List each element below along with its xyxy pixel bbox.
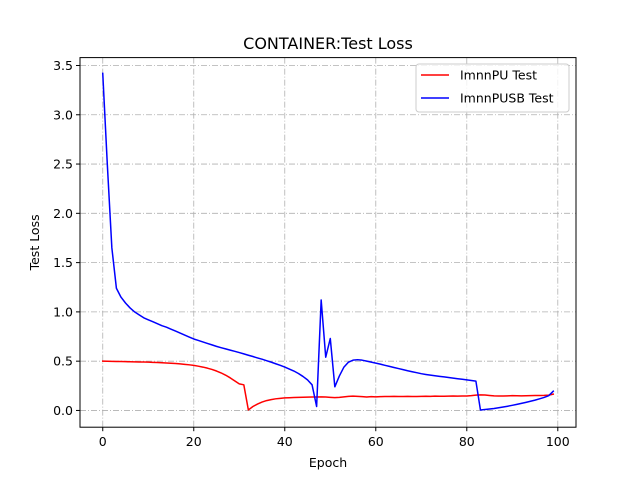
y-tick-label: 1.0 [53, 304, 73, 319]
x-axis-title: Epoch [309, 455, 347, 470]
plot-area-frame [79, 57, 577, 428]
y-axis-title: Test Loss [27, 214, 42, 271]
legend: ImnnPU Test ImnnPUSB Test [415, 63, 570, 113]
y-tick-label: 0.5 [53, 354, 73, 369]
y-tick-label: 3.5 [53, 58, 73, 73]
series-line-imnnpusb-test [101, 72, 555, 411]
x-tick-label: 80 [459, 434, 475, 449]
y-tick-label: 0.0 [53, 403, 73, 418]
x-tick-label: 100 [546, 434, 570, 449]
y-tick-label: 1.5 [53, 255, 73, 270]
series-line-imnnpu-test [101, 360, 555, 411]
x-tick-label: 40 [277, 434, 293, 449]
x-axis: 0 20 40 60 80 100 [99, 427, 570, 449]
y-tick-label: 3.0 [53, 107, 73, 122]
y-tick-label: 2.0 [53, 206, 73, 221]
grid-layer [80, 57, 576, 428]
chart-title: CONTAINER:Test Loss [243, 34, 413, 53]
x-tick-label: 20 [186, 434, 202, 449]
y-tick-label: 2.5 [53, 157, 73, 172]
legend-box [415, 63, 570, 113]
series-layer [101, 72, 555, 411]
x-tick-label: 60 [368, 434, 384, 449]
legend-label-imnnpu: ImnnPU Test [460, 68, 537, 83]
x-tick-label: 0 [99, 434, 107, 449]
y-axis: 0.0 0.5 1.0 1.5 2.0 2.5 3.0 3.5 [53, 58, 80, 418]
legend-label-imnnpusb: ImnnPUSB Test [460, 91, 554, 106]
